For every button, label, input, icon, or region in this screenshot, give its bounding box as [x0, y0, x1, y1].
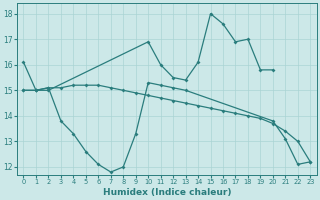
X-axis label: Humidex (Indice chaleur): Humidex (Indice chaleur) — [103, 188, 231, 197]
